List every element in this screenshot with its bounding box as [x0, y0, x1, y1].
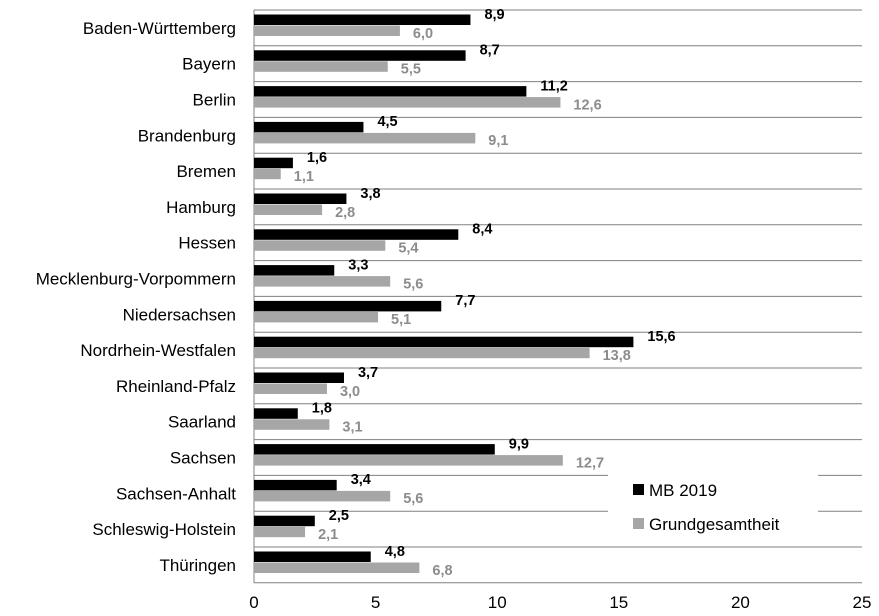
bar-mb-2019	[254, 551, 371, 562]
bar-grundgesamtheit	[254, 168, 281, 180]
category-label: Brandenburg	[138, 126, 236, 145]
x-tick-label: 20	[731, 593, 750, 612]
bar-mb-2019	[254, 265, 335, 276]
bar-mb-2019	[254, 372, 344, 383]
data-label-grundgesamtheit: 6,8	[432, 563, 452, 579]
data-label-grundgesamtheit: 5,5	[401, 62, 421, 78]
bar-mb-2019	[254, 336, 634, 348]
bar-grundgesamtheit	[254, 61, 388, 72]
data-label-mb-2019: 8,4	[472, 222, 492, 238]
data-label-mb-2019: 3,8	[360, 186, 380, 202]
legend-swatch-mb-2019	[633, 484, 644, 495]
bar-grundgesamtheit	[254, 562, 420, 573]
bar-grundgesamtheit	[254, 132, 476, 144]
data-label-mb-2019: 3,7	[358, 365, 378, 381]
x-tick-label: 15	[609, 593, 628, 612]
bar-mb-2019	[254, 479, 337, 491]
legend: MB 2019 Grundgesamtheit	[633, 481, 780, 534]
bar-mb-2019	[254, 300, 442, 312]
gridlines	[253, 9, 862, 584]
bar-mb-2019	[254, 229, 459, 240]
bar-mb-2019	[254, 121, 364, 133]
data-label-mb-2019: 3,3	[348, 257, 368, 273]
x-tick-label: 10	[488, 593, 507, 612]
data-label-mb-2019: 4,8	[385, 544, 405, 560]
category-label: Rheinland-Pfalz	[116, 377, 236, 396]
bar-grundgesamtheit	[254, 311, 379, 323]
data-label-mb-2019: 11,2	[540, 78, 567, 94]
bar-mb-2019	[254, 515, 315, 527]
data-label-grundgesamtheit: 5,1	[391, 312, 411, 328]
bar-mb-2019	[254, 86, 527, 97]
data-label-grundgesamtheit: 5,4	[398, 241, 418, 257]
data-label-mb-2019: 7,7	[455, 293, 475, 309]
data-label-grundgesamtheit: 2,8	[335, 205, 355, 221]
legend-swatch-grundgesamtheit	[633, 518, 644, 529]
category-label: Hessen	[178, 234, 236, 253]
labels: Baden-Württemberg Bayern Berlin Brandenburg…	[36, 7, 872, 612]
data-label-grundgesamtheit: 12,7	[576, 455, 604, 471]
x-tick-label: 25	[853, 593, 872, 612]
category-label: Schleswig-Holstein	[92, 520, 236, 539]
category-label: Berlin	[193, 91, 236, 110]
data-label-grundgesamtheit: 3,0	[340, 384, 360, 400]
x-tick-label: 5	[371, 593, 380, 612]
data-label-mb-2019: 1,8	[312, 401, 332, 417]
bar-mb-2019	[254, 193, 347, 204]
data-label-grundgesamtheit: 5,6	[403, 491, 423, 507]
data-label-mb-2019: 8,7	[480, 43, 500, 59]
legend-label-mb-2019: MB 2019	[649, 481, 717, 500]
data-label-grundgesamtheit: 13,8	[603, 348, 631, 364]
category-label: Thüringen	[159, 556, 236, 575]
bar-grundgesamtheit	[254, 526, 306, 538]
bar-grundgesamtheit	[254, 276, 391, 287]
data-label-grundgesamtheit: 9,1	[488, 133, 508, 149]
bar-grundgesamtheit	[254, 204, 323, 215]
category-label: Mecklenburg-Vorpommern	[36, 270, 236, 289]
legend-label-grundgesamtheit: Grundgesamtheit	[649, 515, 780, 534]
bar-grundgesamtheit	[254, 490, 391, 502]
category-label: Sachsen	[170, 449, 236, 468]
category-label: Saarland	[168, 413, 236, 432]
bar-grundgesamtheit	[254, 383, 327, 394]
data-label-grundgesamtheit: 5,6	[403, 276, 423, 292]
bar-grundgesamtheit	[254, 419, 330, 430]
data-label-mb-2019: 4,5	[377, 114, 397, 130]
bar-mb-2019	[254, 14, 471, 25]
category-label: Hamburg	[166, 198, 236, 217]
data-label-mb-2019: 3,4	[351, 472, 371, 488]
x-tick-label: 0	[249, 593, 258, 612]
category-label: Bremen	[176, 162, 236, 181]
data-label-grundgesamtheit: 6,0	[413, 26, 433, 42]
bar-grundgesamtheit	[254, 240, 386, 251]
bar-mb-2019	[254, 408, 298, 419]
bars	[254, 14, 634, 573]
category-label: Bayern	[182, 55, 236, 74]
bar-grundgesamtheit	[254, 347, 590, 359]
data-label-grundgesamtheit: 12,6	[573, 97, 601, 113]
data-label-mb-2019: 2,5	[329, 508, 349, 524]
category-label: Nordrhein-Westfalen	[80, 341, 236, 360]
data-label-grundgesamtheit: 3,1	[342, 420, 362, 436]
bar-mb-2019	[254, 157, 293, 169]
category-label: Sachsen-Anhalt	[116, 484, 236, 503]
data-label-grundgesamtheit: 2,1	[318, 527, 338, 543]
bar-grundgesamtheit	[254, 455, 563, 466]
data-label-mb-2019: 9,9	[509, 436, 529, 452]
bar-mb-2019	[254, 444, 495, 455]
data-label-grundgesamtheit: 1,1	[294, 169, 314, 185]
bar-grundgesamtheit	[254, 97, 561, 108]
data-label-mb-2019: 1,6	[307, 150, 327, 166]
category-label: Niedersachsen	[123, 305, 236, 324]
category-label: Baden-Württemberg	[83, 19, 236, 38]
bar-grundgesamtheit	[254, 25, 400, 36]
data-label-mb-2019: 15,6	[647, 329, 675, 345]
bar-mb-2019	[254, 50, 466, 61]
data-label-mb-2019: 8,9	[484, 7, 504, 23]
